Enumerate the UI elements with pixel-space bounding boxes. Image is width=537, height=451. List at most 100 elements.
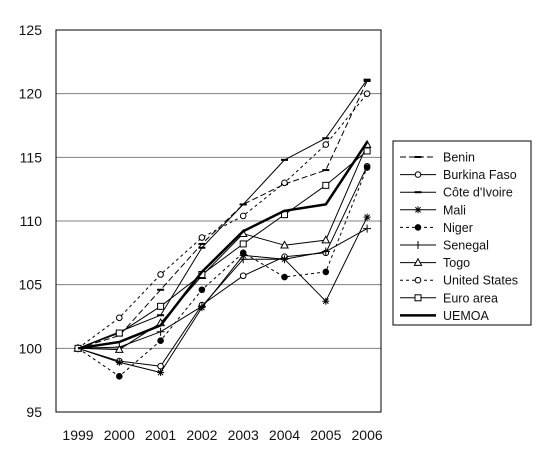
- legend-marker-burkina-faso: [414, 171, 422, 178]
- legend-label-united-states: United States: [443, 274, 518, 288]
- data-point-united-states: [281, 179, 288, 187]
- data-point-united-states: [198, 234, 206, 241]
- data-point-burkina-faso: [239, 272, 247, 280]
- legend-label-togo: Togo: [443, 256, 470, 270]
- legend-label-niger: Niger: [443, 221, 473, 235]
- x-tick-label: 2005: [310, 427, 341, 443]
- data-point-togo: [321, 235, 331, 244]
- legend-label-uemoa: UEMOA: [443, 309, 490, 323]
- y-tick-label: 105: [19, 277, 43, 293]
- series-benin: [74, 79, 371, 350]
- data-point-euro-area: [239, 240, 247, 248]
- legend-item-mali: Mali: [400, 203, 466, 217]
- legend-marker-niger: [414, 224, 422, 231]
- data-point-niger: [116, 373, 123, 380]
- series-c-te-d-ivoire: [74, 78, 371, 350]
- legend-item-euro-area: Euro area: [400, 291, 498, 305]
- x-axis-tick-labels: 1999 2000 2001 2002 2003 2004 2005 2006: [62, 427, 382, 443]
- y-axis-tick-labels: 95 100 105 110 115 120 125: [19, 22, 43, 420]
- series-line-euro-area: [77, 150, 368, 349]
- data-point-euro-area: [363, 147, 371, 155]
- gridlines: [56, 93, 381, 349]
- legend-item-togo: Togo: [400, 256, 470, 270]
- data-point-senegal: [363, 224, 372, 233]
- y-tick-label: 110: [20, 213, 43, 229]
- data-point-united-states: [157, 271, 164, 278]
- series-line-united-states: [77, 93, 368, 349]
- y-tick-label: 95: [26, 404, 42, 420]
- data-point-euro-area: [115, 329, 123, 337]
- data-point-euro-area: [157, 302, 165, 310]
- legend-marker-togo: [413, 257, 423, 266]
- x-tick-label: 2002: [186, 427, 217, 443]
- data-point-united-states: [322, 141, 330, 148]
- x-tick-label: 2000: [104, 427, 135, 443]
- x-tick-label: 2003: [228, 427, 259, 443]
- legend-label-euro-area: Euro area: [443, 291, 498, 305]
- data-point-mali: [363, 213, 371, 221]
- data-point-mali: [322, 297, 330, 305]
- legend-item-uemoa: UEMOA: [400, 309, 490, 323]
- data-point-united-states: [116, 314, 123, 322]
- legend-label-mali: Mali: [443, 203, 466, 217]
- legend-item-niger: Niger: [400, 221, 473, 235]
- series-burkina-faso: [74, 162, 371, 370]
- data-point-united-states: [363, 90, 371, 97]
- data-point-senegal: [321, 247, 330, 256]
- x-tick-label: 2001: [145, 427, 176, 443]
- legend-label-burkina-faso: Burkina Faso: [443, 168, 517, 182]
- legend-item-senegal: Senegal: [400, 239, 489, 253]
- series-line-togo: [77, 144, 368, 351]
- data-point-niger: [281, 273, 288, 281]
- legend-item-united-states: United States: [400, 274, 518, 288]
- series-line-niger: [77, 167, 368, 377]
- data-point-senegal: [239, 255, 248, 264]
- series-united-states: [74, 90, 371, 352]
- y-tick-label: 100: [19, 340, 43, 356]
- legend-label-c-te-d-ivoire: Côte d'Ivoire: [443, 186, 513, 200]
- data-point-togo: [280, 240, 289, 249]
- legend-item-burkina-faso: Burkina Faso: [400, 168, 517, 182]
- y-tick-label: 115: [20, 149, 43, 165]
- series-senegal: [74, 224, 372, 353]
- y-tick-label: 120: [19, 86, 43, 102]
- data-point-mali: [157, 369, 165, 377]
- legend-label-benin: Benin: [443, 151, 475, 165]
- legend-marker-euro-area: [414, 294, 422, 302]
- legend-marker-senegal: [414, 241, 422, 249]
- data-point-niger: [157, 337, 164, 344]
- legend: Benin Burkina Faso Côte d'Ivoire Mali Niger S…: [392, 140, 532, 326]
- data-point-niger: [322, 268, 330, 276]
- series-line-benin: [77, 80, 368, 349]
- x-tick-label: 2004: [269, 427, 300, 443]
- legend-marker-mali: [414, 206, 422, 214]
- legend-marker-united-states: [414, 276, 422, 284]
- data-point-euro-area: [322, 181, 330, 189]
- data-point-burkina-faso: [157, 362, 164, 370]
- data-point-niger: [363, 164, 371, 171]
- y-tick-label: 125: [19, 22, 43, 38]
- series-line-senegal: [77, 228, 368, 349]
- data-point-niger: [239, 249, 247, 257]
- data-point-united-states: [239, 212, 247, 220]
- plot-area-frame: [55, 29, 382, 413]
- legend-item-c-te-d-ivoire: Côte d'Ivoire: [400, 186, 513, 200]
- x-tick-label: 1999: [62, 427, 93, 443]
- data-point-mali: [115, 358, 123, 366]
- legend-label-senegal: Senegal: [443, 239, 489, 253]
- data-point-senegal: [197, 302, 206, 311]
- data-point-togo: [114, 344, 124, 353]
- data-point-senegal: [156, 327, 165, 336]
- series-line-uemoa: [77, 141, 369, 350]
- data-point-niger: [198, 286, 206, 294]
- data-point-senegal: [280, 255, 289, 264]
- x-tick-label: 2006: [352, 427, 383, 443]
- legend-item-benin: Benin: [400, 151, 475, 165]
- series-line-mali: [77, 216, 368, 373]
- series-line-burkina-faso: [77, 165, 368, 367]
- series-lines: [73, 78, 372, 380]
- series-line-c-te-d-ivoire: [77, 79, 368, 349]
- series-uemoa: [77, 141, 369, 350]
